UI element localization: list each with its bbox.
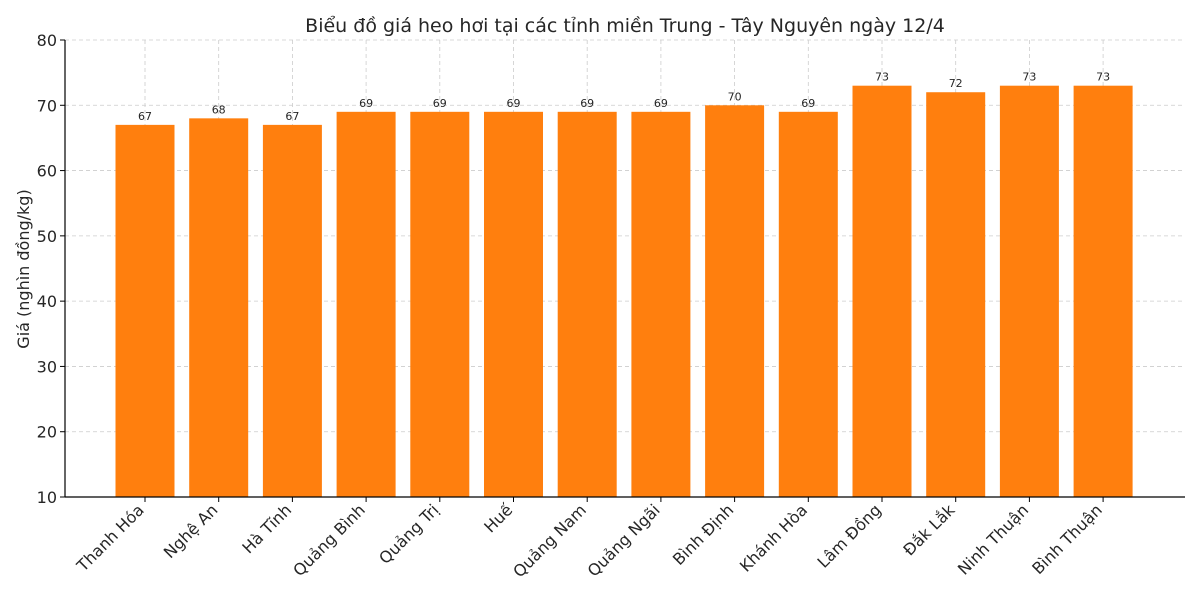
x-tick-label: Ninh Thuận [954,500,1032,578]
y-tick-label: 30 [37,357,57,376]
y-tick-label: 10 [37,488,57,507]
bar [705,105,765,498]
x-tick-label: Khánh Hòa [736,500,811,575]
y-tick-label: 50 [37,227,57,246]
bar [336,111,396,498]
x-tick-label: Quảng Bình [289,500,369,580]
x-tick-label: Huế [480,500,516,536]
x-tick-label: Thanh Hóa [72,500,147,575]
x-tick-label: Lâm Đồng [813,500,884,571]
bar [262,124,322,497]
bar-value-label: 69 [654,97,668,110]
bar [1073,85,1133,497]
y-axis-ticks: 10 20 30 40 50 60 70 80 [37,31,65,507]
y-tick-label: 60 [37,162,57,181]
y-tick-label: 70 [37,96,57,115]
x-tick-label: Quảng Ngãi [584,500,664,580]
bar-value-label: 69 [433,97,447,110]
bar-value-label: 69 [507,97,521,110]
bar [778,111,838,498]
bar [999,85,1059,497]
bars [115,85,1133,498]
bar-value-label: 73 [875,71,889,84]
x-tick-label: Đắk Lắk [899,500,959,560]
bar-value-label: 70 [728,90,742,103]
x-tick-label: Quảng Nam [509,500,590,581]
x-tick-label: Nghệ An [160,500,222,562]
x-tick-label: Bình Thuận [1028,500,1106,578]
x-tick-label: Bình Định [669,500,738,569]
bar [410,111,470,498]
bar [926,92,986,497]
bar [557,111,617,498]
bar-value-label: 67 [285,110,299,123]
bar-value-label: 69 [580,97,594,110]
bar [115,124,175,497]
bar [852,85,912,497]
bar-value-labels: 67 68 67 69 69 69 69 69 70 69 73 72 73 73 [138,71,1110,123]
bar-value-label: 67 [138,110,152,123]
y-tick-label: 80 [37,31,57,50]
bar [484,111,543,498]
bar-value-label: 73 [1096,71,1110,84]
bar-value-label: 72 [949,77,963,90]
x-tick-label: Quảng Trị [375,500,442,567]
y-axis-label: Giá (nghìn đồng/kg) [14,189,33,348]
axes [64,40,1185,498]
bar [189,118,249,497]
y-tick-label: 20 [37,423,57,442]
y-tick-label: 40 [37,292,57,311]
chart-title: Biểu đồ giá heo hơi tại các tỉnh miền Tr… [305,15,945,37]
bar-value-label: 69 [801,97,815,110]
bar-value-label: 69 [359,97,373,110]
bar-value-label: 73 [1022,71,1036,84]
bar-value-label: 68 [212,103,226,116]
x-tick-label: Hà Tĩnh [238,500,295,557]
bar [631,111,691,498]
